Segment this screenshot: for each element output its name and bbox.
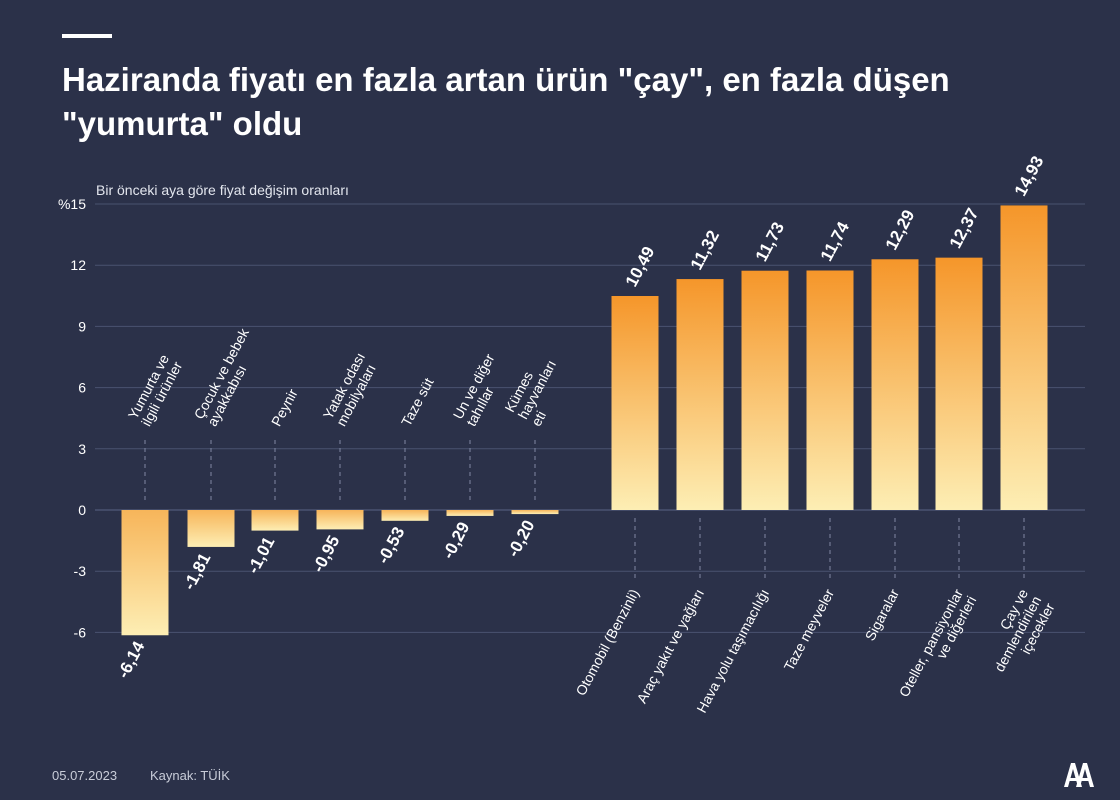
bar[interactable] (446, 510, 494, 516)
bar[interactable] (806, 270, 854, 510)
value-label: 11,73 (752, 219, 788, 265)
value-label: 11,32 (687, 227, 723, 273)
value-label: 12,37 (946, 205, 983, 251)
category-label-line: Peynir (268, 386, 301, 429)
value-label: -0,29 (439, 519, 474, 562)
publish-date: 05.07.2023 (52, 768, 118, 783)
category-label: Otomobil (Benzinli) (572, 586, 642, 698)
y-tick-label: 3 (78, 441, 86, 457)
y-tick-label: -3 (74, 563, 87, 579)
bar[interactable] (611, 296, 659, 510)
category-label: Sigaralar (862, 586, 903, 643)
value-label: 10,49 (622, 243, 659, 289)
bar[interactable] (187, 510, 235, 547)
value-label: -1,01 (244, 534, 279, 577)
bar[interactable] (676, 279, 724, 510)
chart-subtitle: Bir önceki aya göre fiyat değişim oranla… (96, 182, 349, 198)
y-tick-label: -6 (74, 624, 87, 640)
y-tick-label: 0 (78, 502, 86, 518)
bar[interactable] (251, 510, 299, 531)
category-label: Peynir (268, 386, 301, 429)
y-tick-label: 6 (78, 380, 86, 396)
y-tick-label: 9 (78, 318, 86, 334)
bar[interactable] (511, 510, 559, 515)
value-label: -0,20 (504, 517, 539, 560)
category-label-line: eti (528, 408, 549, 429)
value-label: 12,29 (882, 207, 919, 253)
value-label: 11,74 (817, 218, 854, 264)
aa-logo-icon (1064, 763, 1094, 787)
category-label-line: Taze süt (398, 375, 437, 429)
bar[interactable] (935, 257, 983, 510)
value-label: -0,95 (309, 532, 344, 575)
category-label-line: Araç yakıt ve yağları (633, 586, 707, 705)
bar[interactable] (316, 510, 364, 530)
bar[interactable] (121, 510, 169, 636)
accent-line (62, 34, 112, 38)
source-credit: Kaynak: TÜİK (150, 768, 230, 783)
category-label: Hava yolu taşımacılığı (693, 586, 772, 715)
category-label-line: Sigaralar (862, 586, 903, 643)
value-label: 14,93 (1011, 153, 1048, 199)
category-label: Taze meyveler (781, 586, 838, 674)
value-label: -6,14 (114, 638, 149, 682)
bar[interactable] (871, 259, 919, 510)
category-label-line: Otomobil (Benzinli) (572, 586, 642, 698)
bar[interactable] (741, 270, 789, 510)
category-label: Araç yakıt ve yağları (633, 586, 707, 705)
y-tick-label: %15 (58, 196, 86, 212)
y-tick-label: 12 (70, 257, 86, 273)
category-label-line: Hava yolu taşımacılığı (693, 586, 772, 715)
category-label-line: Taze meyveler (781, 586, 838, 674)
bar[interactable] (1000, 205, 1048, 511)
category-label: Taze süt (398, 375, 437, 429)
bar[interactable] (381, 510, 429, 521)
chart-title: Haziranda fiyatı en fazla artan ürün "ça… (62, 61, 950, 142)
value-label: -0,53 (374, 524, 409, 567)
